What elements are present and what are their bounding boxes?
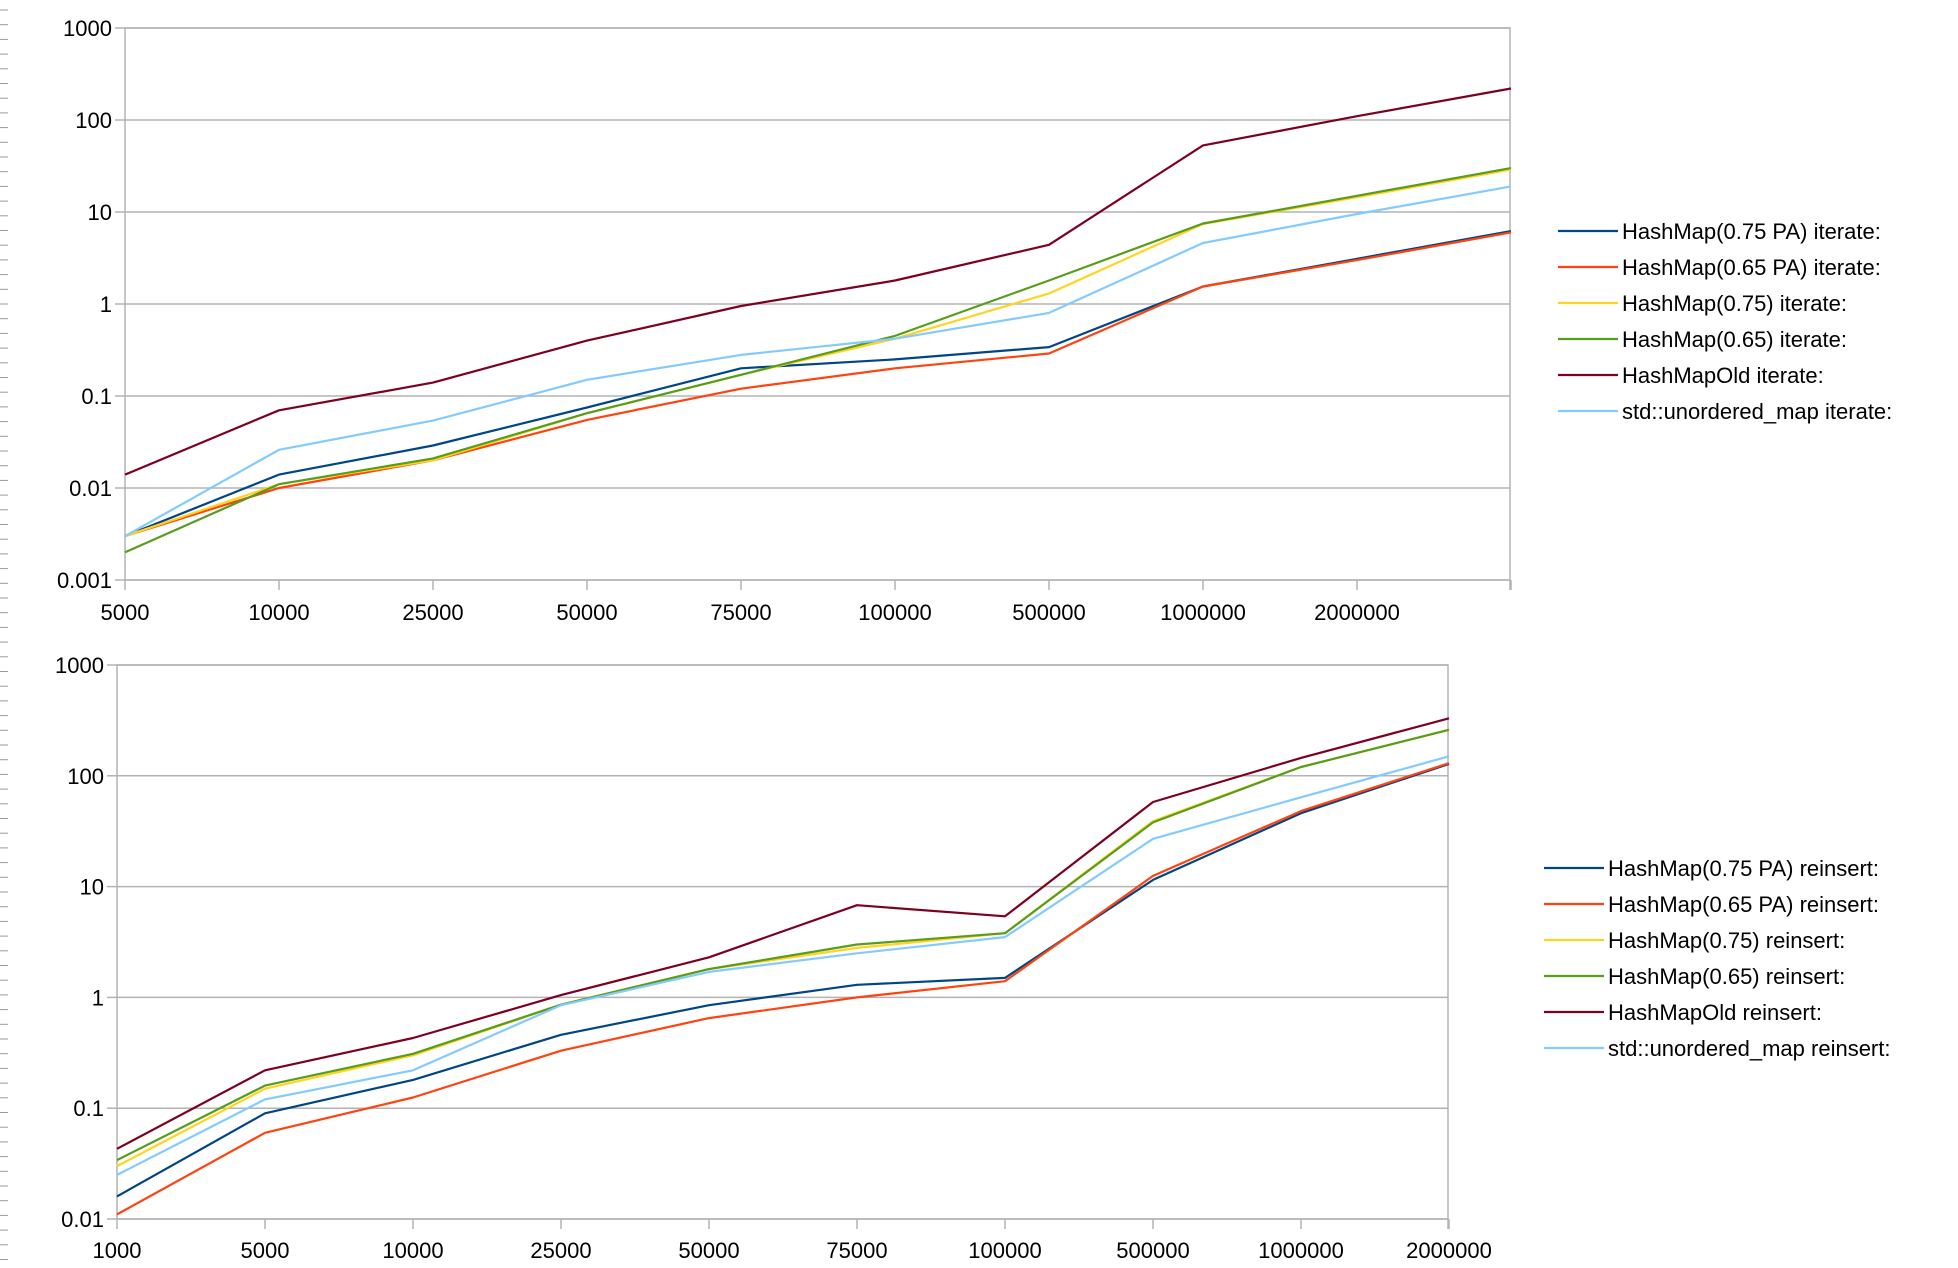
legend-label: HashMap(0.65) iterate:	[1622, 327, 1847, 352]
legend-label: HashMapOld reinsert:	[1608, 1000, 1822, 1025]
x-tick-label: 100000	[858, 600, 931, 625]
legend-label: HashMap(0.65) reinsert:	[1608, 964, 1845, 989]
x-tick-label: 10000	[248, 600, 309, 625]
y-tick-label: 0.1	[73, 1096, 104, 1121]
legend-label: HashMap(0.65 PA) reinsert:	[1608, 892, 1879, 917]
legend-label: std::unordered_map iterate:	[1622, 399, 1892, 424]
legend-label: std::unordered_map reinsert:	[1608, 1036, 1891, 1061]
x-tick-label: 2000000	[1314, 600, 1400, 625]
series-line	[116, 755, 1450, 1176]
y-tick-label: 100	[75, 108, 112, 133]
y-tick-label: 0.01	[61, 1207, 104, 1232]
plot-area	[116, 664, 1449, 1220]
x-tick-label: 2000000	[1406, 1238, 1492, 1263]
x-tick-label: 1000000	[1160, 600, 1246, 625]
chart-2: 1000 100 10 1 0.1 0.01 1000 5000 10000 25000 50000…	[55, 653, 1890, 1263]
series-line	[124, 231, 1512, 538]
series-line	[116, 762, 1450, 1198]
y-tick-label: 1	[92, 985, 104, 1010]
x-tick-label: 1000000	[1258, 1238, 1344, 1263]
series-line	[124, 185, 1512, 538]
series-line	[124, 167, 1512, 554]
y-tick-label: 0.01	[69, 476, 112, 501]
y-tick-label: 0.1	[81, 384, 112, 409]
legend-label: HashMapOld iterate:	[1622, 363, 1824, 388]
x-tick-label: 25000	[530, 1238, 591, 1263]
y-tick-label: 1000	[55, 653, 104, 678]
legend-label: HashMap(0.75) iterate:	[1622, 291, 1847, 316]
legend-label: HashMap(0.75 PA) iterate:	[1622, 219, 1881, 244]
x-tick-label: 5000	[101, 600, 150, 625]
chart-1: 1000 100 10 1 0.1 0.01 0.001 5000 10000 25000 5000…	[57, 16, 1892, 625]
x-tick-label: 5000	[241, 1238, 290, 1263]
x-tick-label: 10000	[382, 1238, 443, 1263]
x-tick-label: 100000	[968, 1238, 1041, 1263]
x-tick-label: 500000	[1116, 1238, 1189, 1263]
legend-label: HashMap(0.65 PA) iterate:	[1622, 255, 1881, 280]
y-tick-label: 0.001	[57, 568, 112, 593]
legend-label: HashMap(0.75 PA) reinsert:	[1608, 856, 1879, 881]
series-line	[116, 728, 1450, 1162]
x-tick-label: 75000	[710, 600, 771, 625]
x-tick-label: 50000	[678, 1238, 739, 1263]
y-tick-label: 1	[100, 292, 112, 317]
series-line	[116, 762, 1450, 1216]
x-tick-label: 75000	[826, 1238, 887, 1263]
x-tick-label: 50000	[556, 600, 617, 625]
x-tick-label: 25000	[402, 600, 463, 625]
legend-label: HashMap(0.75) reinsert:	[1608, 928, 1845, 953]
series-line	[124, 230, 1512, 538]
y-tick-label: 10	[88, 200, 112, 225]
x-tick-label: 1000	[93, 1238, 142, 1263]
x-tick-label: 500000	[1012, 600, 1085, 625]
y-tick-label: 1000	[63, 16, 112, 41]
y-tick-label: 10	[80, 875, 104, 900]
y-tick-label: 100	[67, 764, 104, 789]
series-line	[124, 87, 1512, 476]
plot-area	[124, 27, 1511, 581]
series-line	[116, 717, 1450, 1150]
